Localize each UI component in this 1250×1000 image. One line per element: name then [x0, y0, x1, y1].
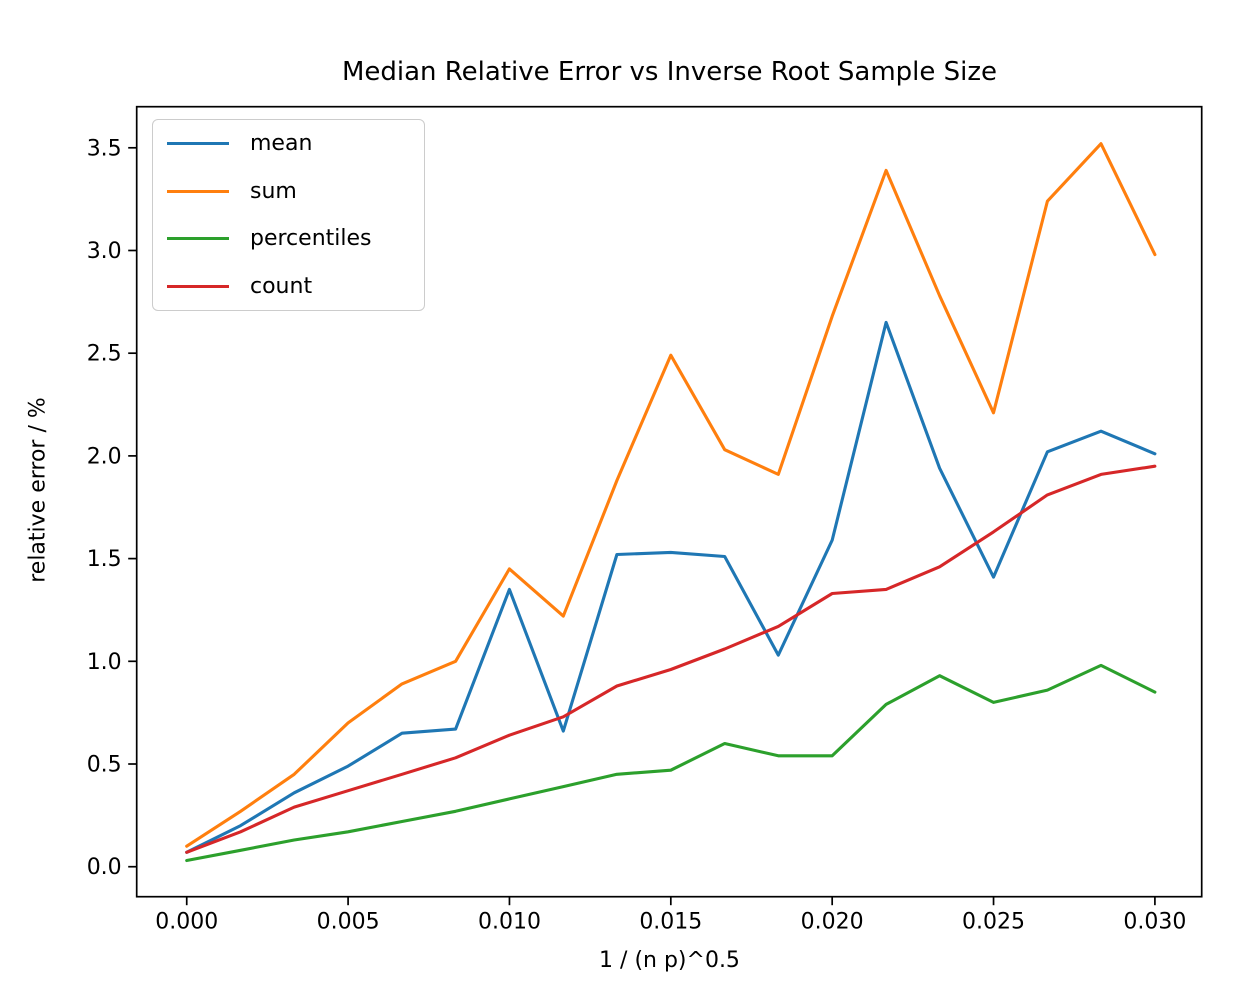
y-tick-label: 1.5 [87, 547, 122, 572]
legend-swatch-mean [167, 142, 229, 146]
series-line-count [185, 464, 1157, 854]
y-tick-label: 0.0 [87, 855, 122, 880]
x-tick-label: 0.005 [317, 910, 380, 935]
x-tick-label: 0.025 [962, 910, 1025, 935]
x-tick-label: 0.000 [155, 910, 218, 935]
y-tick-label: 2.5 [87, 342, 122, 367]
legend-item-count: count [167, 263, 410, 311]
y-tick-label: 2.0 [87, 444, 122, 469]
legend-label: sum [250, 178, 297, 204]
y-tick-label: 1.0 [87, 650, 122, 675]
legend-item-mean: mean [167, 120, 410, 168]
x-tick-label: 0.010 [478, 910, 541, 935]
series-line-mean [185, 320, 1157, 854]
y-tick-label: 3.5 [87, 136, 122, 161]
axes-frame [135, 105, 1203, 898]
legend-label: percentiles [250, 226, 372, 252]
x-tick-label: 0.030 [1123, 910, 1186, 935]
x-axis-label: 1 / (n p)^0.5 [599, 948, 740, 973]
legend-label: count [250, 273, 313, 299]
legend-swatch-count [167, 284, 229, 288]
x-tick-label: 0.020 [801, 910, 864, 935]
series-line-percentiles [185, 663, 1157, 863]
legend: mean sum percentiles count [152, 119, 425, 311]
legend-swatch-percentiles [167, 237, 229, 241]
chart-title: Median Relative Error vs Inverse Root Sa… [341, 57, 998, 87]
x-tick-label: 0.015 [639, 910, 702, 935]
y-axis-label: relative error / % [25, 397, 51, 583]
y-tick-label: 3.0 [87, 239, 122, 264]
legend-item-sum: sum [167, 168, 410, 216]
legend-item-percentiles: percentiles [167, 215, 410, 263]
legend-swatch-sum [167, 189, 229, 193]
series-line-sum [185, 142, 1157, 848]
y-tick-label: 0.5 [87, 753, 122, 778]
legend-label: mean [250, 131, 313, 157]
